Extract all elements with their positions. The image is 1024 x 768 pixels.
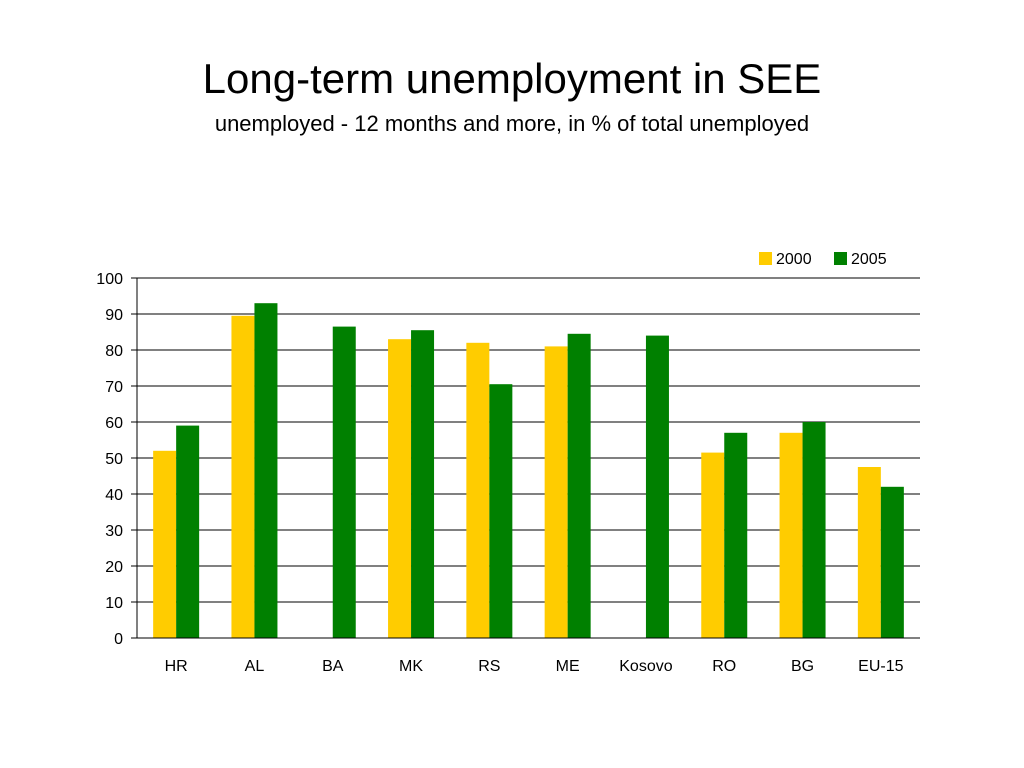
- y-axis: 0 10 20 30 40 50 60 70 80 90 100: [96, 271, 138, 648]
- y-tick-label: 60: [105, 415, 123, 432]
- legend-swatch-2005: [834, 252, 847, 265]
- bar-2005-MK: [411, 330, 435, 638]
- y-tick-label: 20: [105, 559, 123, 576]
- y-tick-label: 100: [96, 271, 123, 288]
- bar-2005-RS: [489, 384, 513, 638]
- x-tick-label: HR: [165, 658, 188, 675]
- bar-2000-MK: [388, 339, 412, 638]
- legend-swatch-2000: [759, 252, 772, 265]
- x-tick-label: BA: [322, 658, 344, 675]
- x-tick-label: BG: [791, 658, 814, 675]
- x-tick-label: MK: [399, 658, 423, 675]
- x-tick-label: RS: [478, 658, 500, 675]
- x-axis: HR AL BA MK RS ME Kosovo RO BG EU-15: [137, 637, 920, 675]
- bar-2000-RS: [466, 342, 490, 638]
- x-tick-label: Kosovo: [619, 658, 672, 675]
- bar-2000-HR: [153, 450, 177, 638]
- bar-2005-Kosovo: [645, 335, 669, 638]
- y-tick-label: 50: [105, 451, 123, 468]
- bar-2005-BG: [802, 422, 826, 638]
- bar-2005-RO: [724, 432, 748, 638]
- bar-2005-ME: [567, 333, 591, 638]
- x-tick-label: ME: [556, 658, 580, 675]
- legend-label-2005: 2005: [851, 251, 887, 268]
- legend: 2000 2005: [759, 251, 887, 268]
- bar-2000-RO: [701, 452, 725, 638]
- y-tick-label: 80: [105, 343, 123, 360]
- bar-2000-BG: [779, 432, 803, 638]
- y-tick-label: 70: [105, 379, 123, 396]
- bar-2005-EU-15: [880, 486, 904, 638]
- bar-2005-AL: [254, 303, 278, 638]
- y-tick-label: 90: [105, 307, 123, 324]
- x-tick-label: RO: [712, 658, 736, 675]
- legend-label-2000: 2000: [776, 251, 812, 268]
- x-tick-label: AL: [245, 658, 265, 675]
- bar-2005-BA: [332, 326, 356, 638]
- chart-title: Long-term unemployment in SEE: [202, 55, 822, 102]
- y-tick-label: 40: [105, 487, 123, 504]
- bar-2000-EU-15: [857, 467, 881, 638]
- y-tick-label: 30: [105, 523, 123, 540]
- y-tick-label: 10: [105, 595, 123, 612]
- bars: [153, 303, 904, 638]
- bar-2000-AL: [231, 315, 255, 638]
- chart-subtitle: unemployed - 12 months and more, in % of…: [214, 111, 810, 136]
- x-tick-label: EU-15: [858, 658, 903, 675]
- bar-2005-HR: [176, 425, 200, 638]
- y-tick-label: 0: [114, 631, 123, 648]
- bar-2000-ME: [544, 346, 568, 638]
